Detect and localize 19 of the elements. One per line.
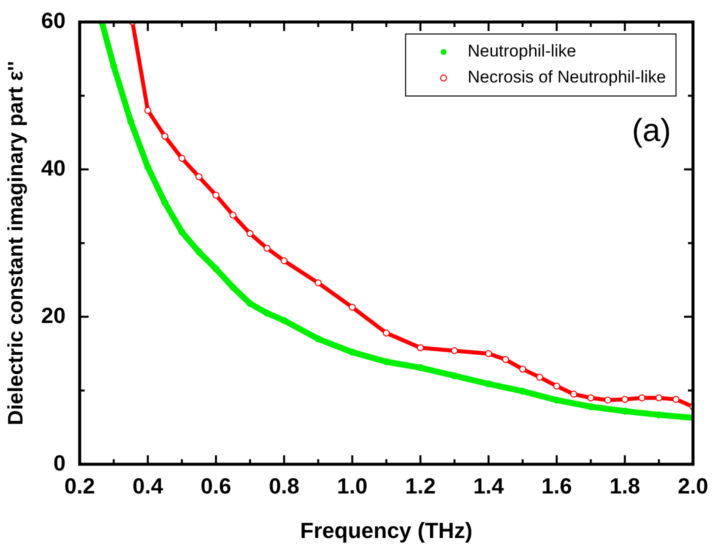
y-tick-label: 40 xyxy=(41,155,66,180)
x-tick-label: 0.4 xyxy=(132,473,164,498)
legend-label: Neutrophil-like xyxy=(468,42,576,61)
x-tick-label: 0.2 xyxy=(64,473,95,498)
annotation: (a) xyxy=(632,112,671,148)
x-tick-label: 1.0 xyxy=(336,473,368,498)
x-tick-label: 1.8 xyxy=(610,473,640,498)
y-axis-title: Dielectric constant imaginary part ε'' xyxy=(4,60,28,426)
x-axis-title: Frequency (THz) xyxy=(300,518,473,543)
x-tick-label: 0.8 xyxy=(268,473,300,498)
y-tick-label: 0 xyxy=(53,450,66,476)
x-tick-label: 1.6 xyxy=(541,473,572,498)
x-tick-label: 0.6 xyxy=(200,473,232,498)
y-tick-label: 20 xyxy=(41,302,66,328)
legend-label: Necrosis of Neutrophil-like xyxy=(468,68,666,87)
y-tick-label: 60 xyxy=(41,8,66,34)
x-tick-label: 1.4 xyxy=(473,473,505,498)
x-tick-label: 2.0 xyxy=(678,473,708,498)
x-tick-label: 1.2 xyxy=(405,473,436,498)
